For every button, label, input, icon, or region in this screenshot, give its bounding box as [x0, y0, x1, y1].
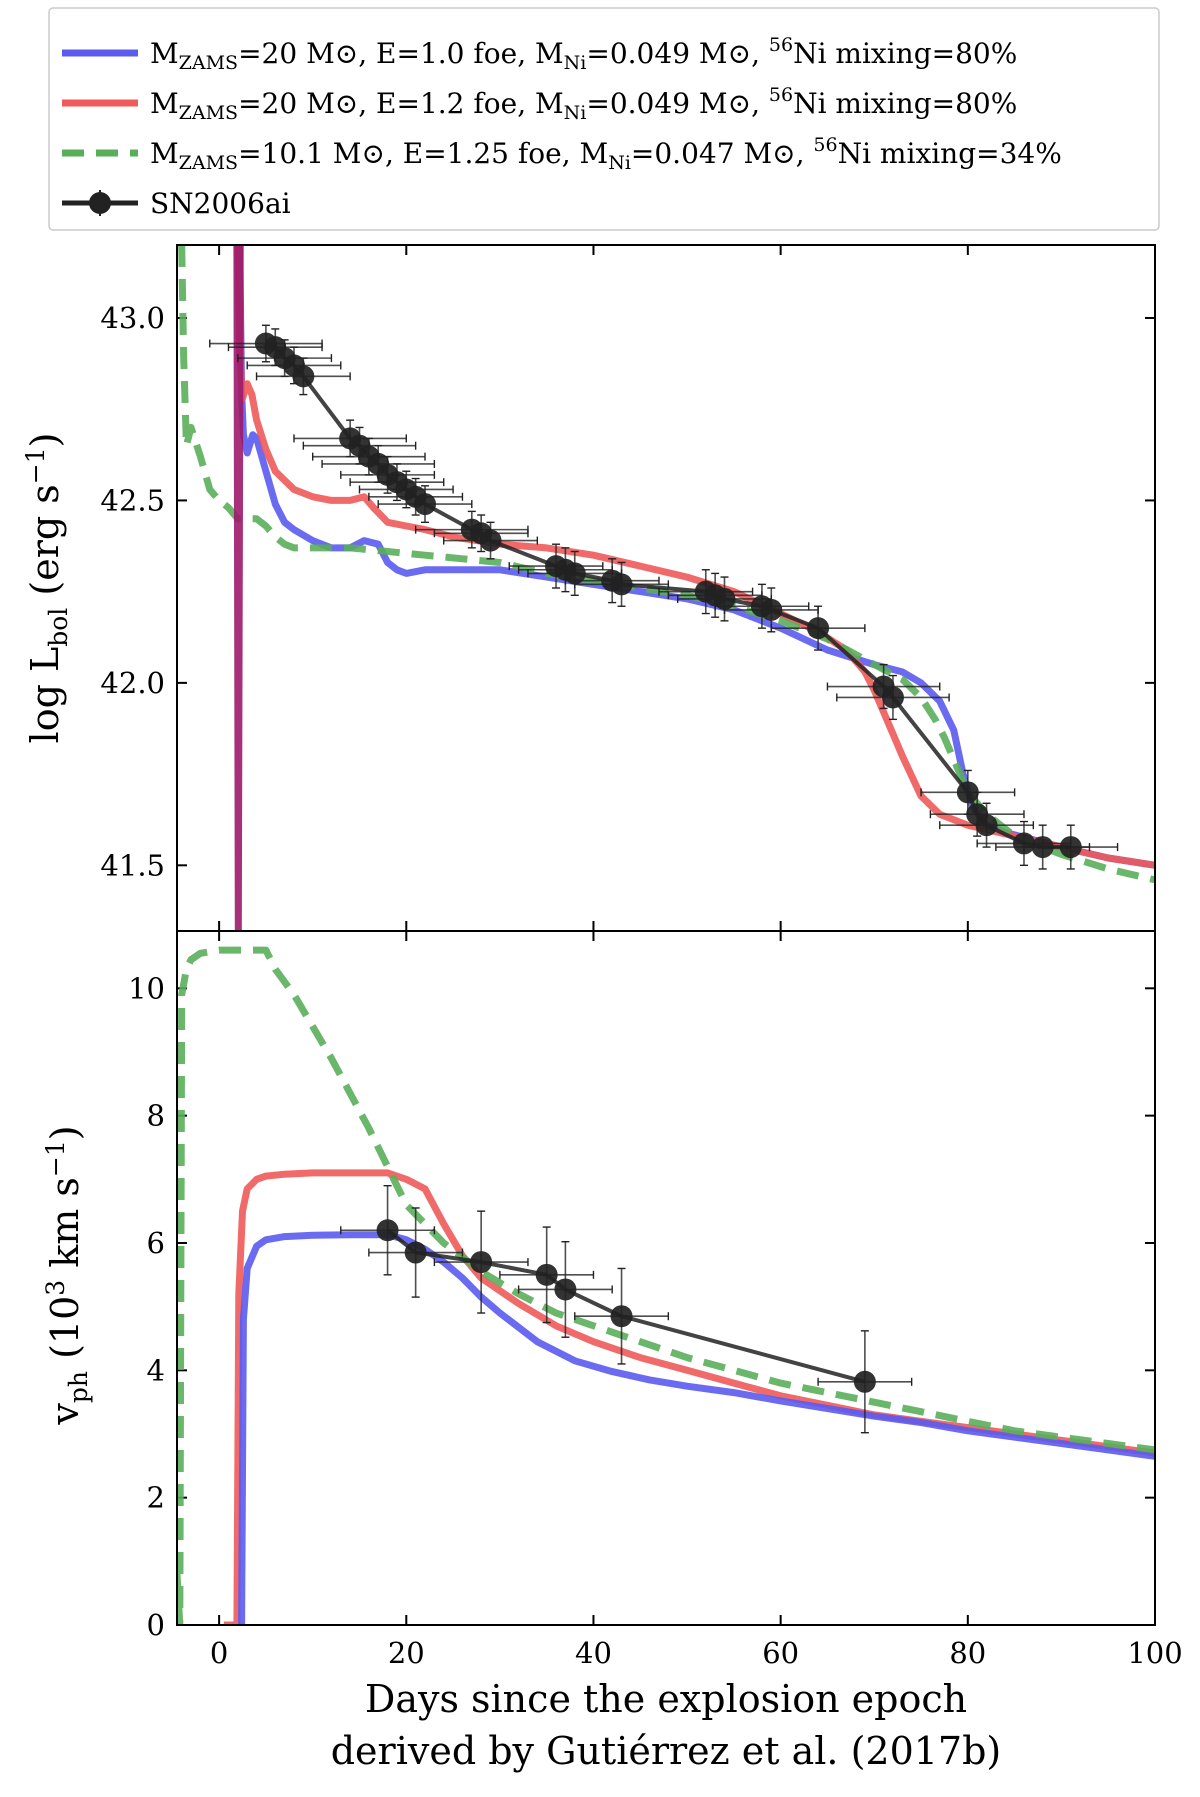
luminosity-axis-ticks: 41.5 42.0 42.5 43.0 [100, 245, 1156, 931]
legend-swatch-sn2006ai [62, 190, 138, 216]
velocity-plot-frame [176, 930, 1156, 1626]
x-axis-label-line-2: derived by Gutiérrez et al. (2017b) [331, 1729, 1002, 1773]
legend-label-sn2006ai: SN2006ai [150, 187, 291, 220]
vel-observed-point [340, 1184, 436, 1276]
lum-observed-point [836, 674, 950, 721]
lum-observed-point [255, 357, 351, 396]
lum-model-curve-3 [233, 245, 244, 931]
lum-ytick-label: 43.0 [100, 301, 165, 335]
lum-observed-point [443, 521, 539, 560]
vel-ytick-label: 4 [147, 1353, 165, 1387]
legend-frame [48, 7, 1160, 231]
vel-ytick-label: 0 [147, 1608, 165, 1642]
x-axis-label-line-1: Days since the explosion epoch [365, 1677, 967, 1721]
legend-label-model-2: MZAMS=20 M⊙, E=1.2 foe, MNi=0.049 M⊙, 56… [150, 84, 1017, 124]
vel-ytick-label: 6 [147, 1226, 165, 1260]
lum-ytick-label: 41.5 [100, 848, 165, 882]
lum-observed-point [939, 802, 1035, 848]
velocity-series [177, 946, 1155, 1625]
vel-observed-point [517, 1241, 613, 1338]
x-tick-label: 20 [388, 1636, 425, 1670]
vel-observed-point [433, 1210, 529, 1314]
luminosity-y-axis-label: log Lbol (erg s−1) [21, 433, 73, 744]
vel-observed-point [817, 1330, 913, 1434]
x-tick-label: 100 [1127, 1636, 1182, 1670]
x-tick-label: 80 [949, 1636, 986, 1670]
legend-label-model-1: MZAMS=20 M⊙, E=1.0 foe, MNi=0.049 M⊙, 56… [150, 34, 1017, 74]
vel-observed-point [368, 1207, 464, 1298]
lum-observed-point [723, 587, 819, 633]
vel-ytick-label: 2 [147, 1481, 165, 1515]
vel-observed-point [499, 1226, 595, 1324]
lum-observed-point [770, 605, 866, 651]
lum-observed-point [1023, 824, 1119, 870]
luminosity-series [178, 245, 1155, 931]
lum-model-curve-1 [234, 245, 1155, 869]
x-tick-label: 0 [210, 1636, 228, 1670]
x-tick-label: 60 [762, 1636, 799, 1670]
x-tick-label: 40 [575, 1636, 612, 1670]
vel-ytick-label: 10 [128, 971, 165, 1005]
lum-observed-point [377, 485, 473, 524]
luminosity-panel: 41.5 42.0 42.5 43.0 log Lbol (erg s−1) [21, 244, 1156, 932]
legend: MZAMS=20 M⊙, E=1.0 foe, MNi=0.049 M⊙, 56… [48, 7, 1160, 231]
lum-observed-point [920, 769, 1016, 815]
vel-model-curve-1 [238, 1231, 1155, 1625]
velocity-y-axis-label: vph (103 km s−1) [41, 1125, 93, 1425]
vel-observed-point [574, 1267, 670, 1365]
lum-ytick-label: 42.5 [100, 483, 165, 517]
lum-model-curve-2 [178, 245, 1155, 884]
lum-observed-point [574, 561, 670, 607]
legend-label-model-3: MZAMS=10.1 M⊙, E=1.25 foe, MNi=0.047 M⊙,… [150, 134, 1062, 174]
lum-ytick-label: 42.0 [100, 666, 165, 700]
vel-model-curve-2 [177, 946, 1155, 1625]
vel-ytick-label: 8 [147, 1099, 165, 1133]
